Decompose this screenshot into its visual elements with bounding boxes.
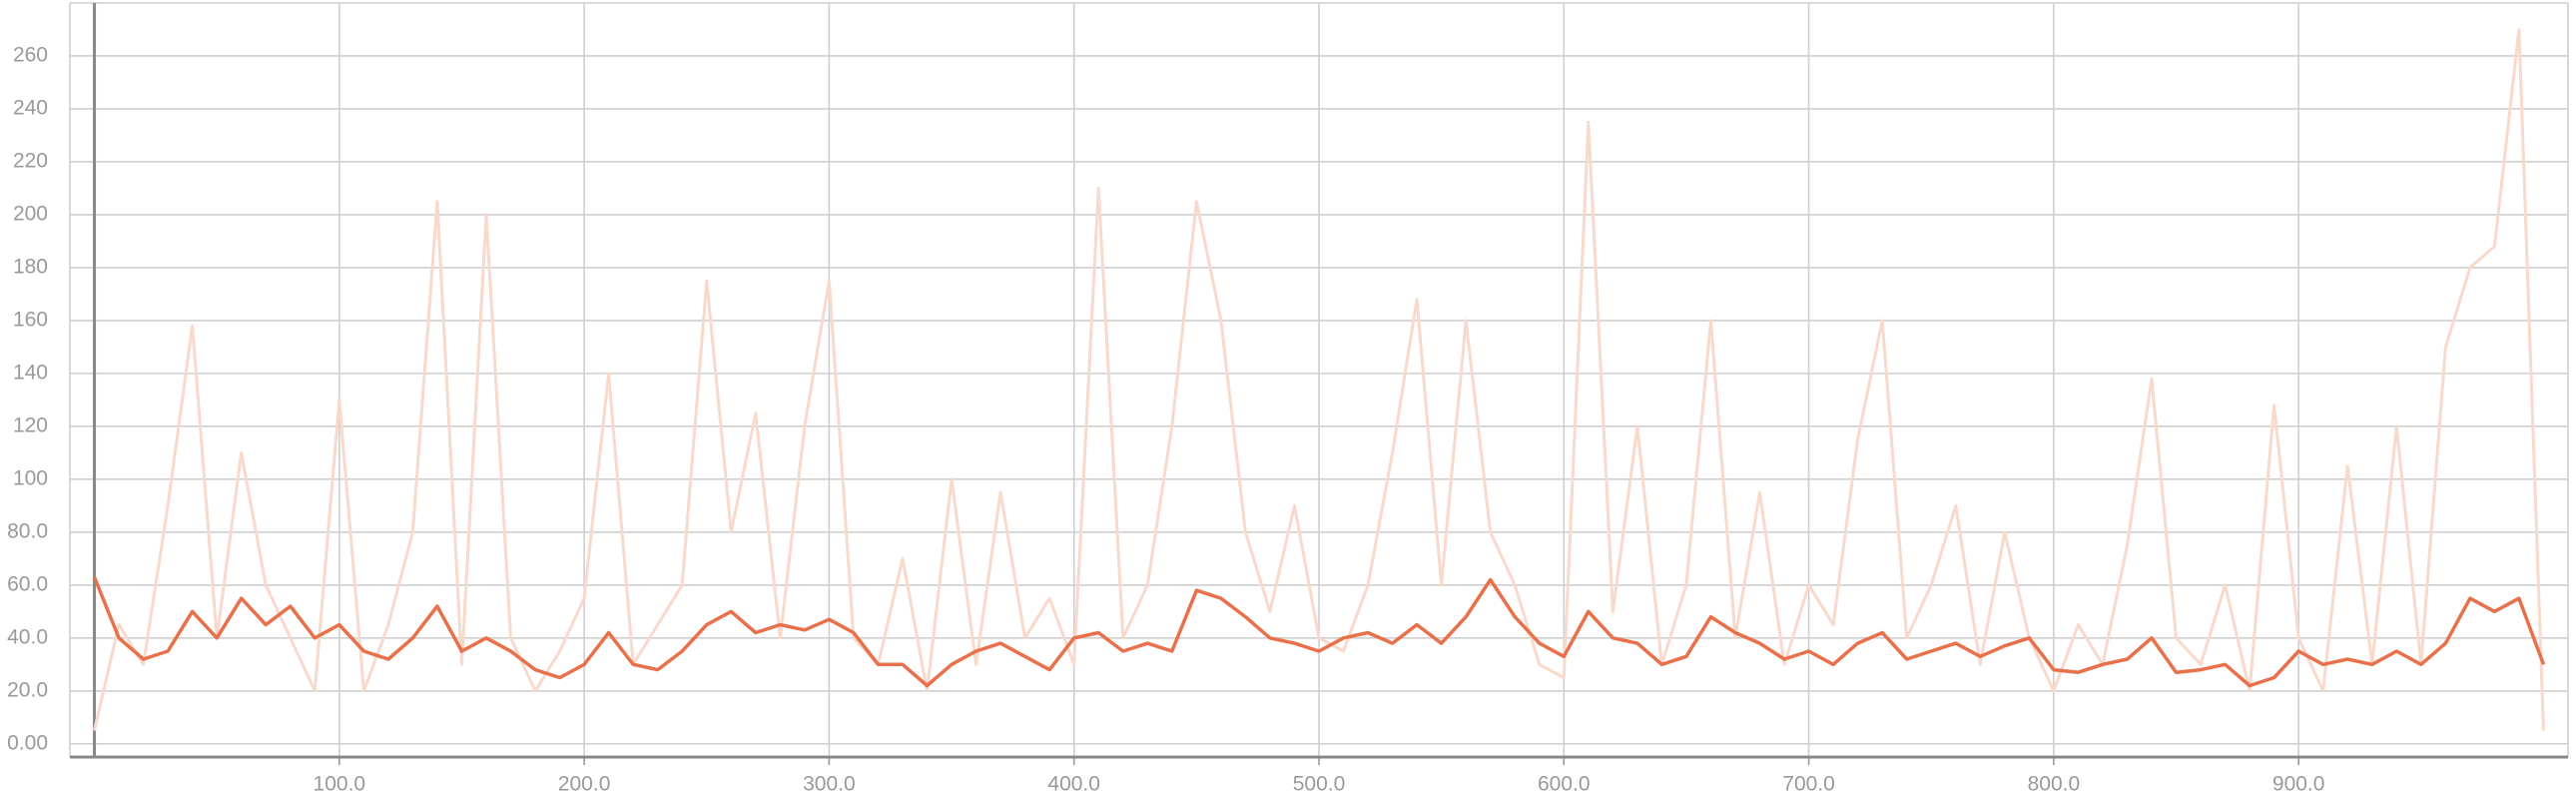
y-tick-label: 20.0 [7,678,48,701]
y-tick-label: 60.0 [7,572,48,595]
x-tick-label: 700.0 [1782,773,1835,796]
y-tick-label: 120 [13,413,48,436]
y-tick-label: 80.0 [7,519,48,542]
x-tick-label: 500.0 [1293,773,1346,796]
raw-line [93,28,2545,731]
smoothed-line [92,576,2546,688]
y-tick-label: 220 [13,149,48,172]
x-tick-label: 100.0 [314,773,366,796]
x-tick-label: 300.0 [803,773,856,796]
x-tick-label: 200.0 [558,773,611,796]
y-tick-label: 160 [13,308,48,331]
y-tick-label: 40.0 [7,625,48,648]
y-tick-label: 240 [13,97,48,120]
x-tick-label: 600.0 [1538,773,1591,796]
y-tick-label: 140 [13,361,48,384]
x-tick-label: 900.0 [2272,773,2325,796]
y-tick-label: 0.00 [7,731,48,754]
y-tick-label: 100 [13,466,48,489]
y-tick-label: 180 [13,255,48,278]
x-tick-label: 400.0 [1047,773,1100,796]
y-tick-label: 260 [13,44,48,67]
y-tick-label: 200 [13,202,48,225]
x-tick-label: 800.0 [2028,773,2081,796]
